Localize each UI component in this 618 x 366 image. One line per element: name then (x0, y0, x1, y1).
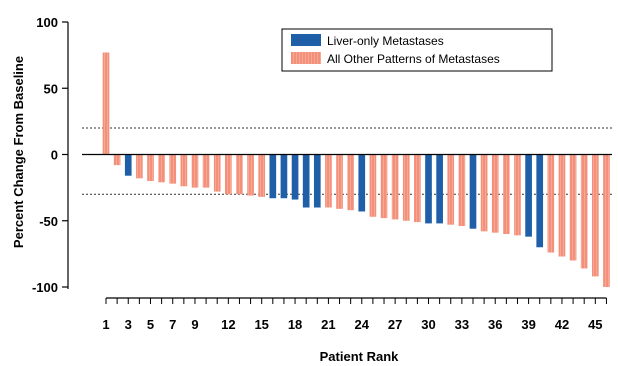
x-axis: 1 3 5 7 9 12 15 18 21 24 27 30 33 36 39 42 45 (102, 297, 607, 332)
bar-other-patterns (547, 154, 555, 253)
bar-liver-only (525, 154, 532, 237)
bar-other-patterns (236, 154, 243, 195)
y-axis-title: Percent Change From Baseline (11, 56, 26, 248)
bar-other-patterns (180, 154, 188, 187)
bar-liver-only (313, 154, 321, 208)
bar-other-patterns (447, 154, 455, 225)
bar-liver-only (425, 154, 432, 224)
y-tick-label: 50 (44, 81, 58, 96)
bar-other-patterns (391, 154, 399, 220)
bar-other-patterns (369, 154, 377, 217)
x-tick-label: 9 (191, 317, 198, 332)
bar-liver-only (124, 154, 132, 176)
bar-liver-only (280, 154, 288, 199)
bar-other-patterns (458, 154, 466, 227)
x-tick-label: 36 (488, 317, 502, 332)
bar-other-patterns (325, 154, 332, 208)
x-tick-label: 39 (521, 317, 535, 332)
bar-other-patterns (102, 52, 110, 155)
x-tick-label: 12 (221, 317, 235, 332)
bar-other-patterns (569, 154, 577, 261)
bar-other-patterns (558, 154, 566, 257)
legend-box (281, 28, 553, 72)
bars (102, 52, 610, 287)
bar-other-patterns (580, 154, 588, 269)
bar-other-patterns (213, 154, 221, 192)
x-axis-title: Patient Rank (320, 349, 400, 364)
legend-label-liver: Liver-only Metastases (327, 34, 444, 48)
x-tick-label: 21 (321, 317, 335, 332)
bar-other-patterns (402, 154, 410, 221)
legend: Liver-only Metastases All Other Patterns… (281, 28, 553, 72)
bar-other-patterns (514, 154, 521, 236)
x-tick-label: 5 (147, 317, 154, 332)
x-tick-label: 7 (169, 317, 176, 332)
bar-other-patterns (491, 154, 499, 233)
bar-other-patterns (247, 154, 254, 196)
reference-lines (82, 127, 612, 195)
bar-other-patterns (202, 154, 210, 188)
x-tick-label: 45 (588, 317, 602, 332)
bar-other-patterns (380, 154, 388, 219)
bar-liver-only (291, 154, 299, 200)
bar-other-patterns (136, 154, 143, 179)
legend-swatch-other (291, 52, 321, 64)
bar-liver-only (269, 154, 277, 199)
bar-liver-only (536, 154, 544, 248)
x-tick-label: 30 (421, 317, 435, 332)
x-tick-label: 3 (125, 317, 132, 332)
x-tick-label: 33 (455, 317, 469, 332)
x-tick-label: 42 (555, 317, 569, 332)
bar-liver-only (302, 154, 310, 208)
x-tick-label: 1 (102, 317, 109, 332)
bar-other-patterns (147, 154, 154, 181)
bar-liver-only (469, 154, 477, 229)
bar-liver-only (358, 154, 366, 212)
bar-other-patterns (591, 154, 599, 277)
bar-other-patterns (169, 154, 177, 184)
bar-other-patterns (191, 154, 199, 188)
y-axis-ticks: 100 50 0 -50 -100 (32, 15, 68, 295)
y-tick-label: 0 (51, 148, 58, 163)
bar-other-patterns (503, 154, 510, 234)
y-tick-label: -50 (39, 214, 58, 229)
bar-other-patterns (414, 154, 421, 223)
bar-other-patterns (347, 154, 354, 211)
y-tick-label: 100 (36, 15, 58, 30)
bar-other-patterns (480, 154, 488, 232)
bar-other-patterns (336, 154, 343, 209)
x-tick-label: 18 (288, 317, 302, 332)
x-tick-label: 27 (388, 317, 402, 332)
bar-other-patterns (224, 154, 232, 195)
bar-other-patterns (158, 154, 165, 183)
bar-other-patterns (113, 154, 121, 166)
x-tick-label: 24 (355, 317, 370, 332)
legend-label-other: All Other Patterns of Metastases (327, 52, 500, 66)
bar-other-patterns (258, 154, 266, 197)
bar-liver-only (436, 154, 443, 224)
legend-swatch-liver (291, 34, 321, 46)
bar-other-patterns (603, 154, 610, 287)
x-tick-label: 15 (254, 317, 268, 332)
y-tick-label: -100 (32, 280, 58, 295)
